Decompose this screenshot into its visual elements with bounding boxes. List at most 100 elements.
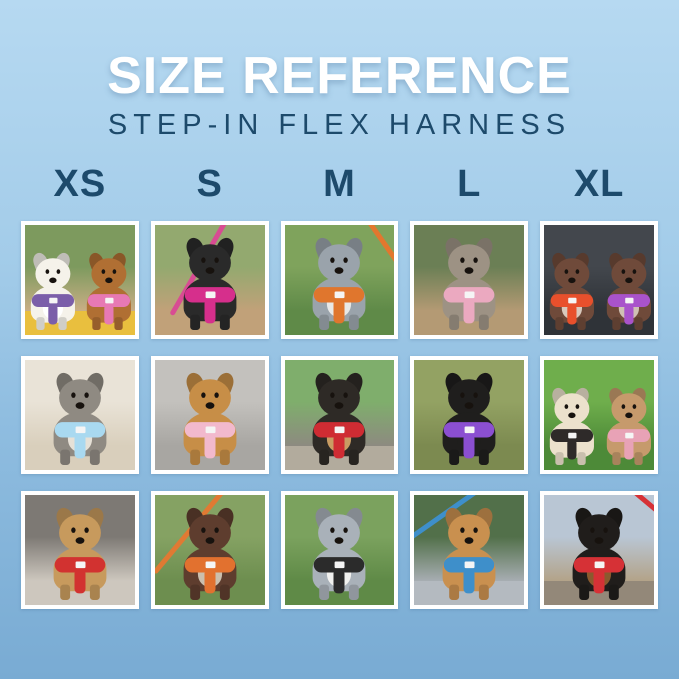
dog-leg — [634, 451, 643, 465]
photo-grid — [21, 220, 658, 609]
dog-nose — [464, 536, 474, 544]
dog-head — [318, 378, 361, 417]
dog-leg — [349, 584, 360, 600]
dog-photo — [414, 224, 525, 335]
harness-strap — [333, 433, 345, 459]
dog-nose — [594, 536, 604, 544]
dog-figure — [179, 235, 241, 330]
dog-head — [611, 257, 646, 290]
dog-group — [25, 370, 135, 465]
dog-group — [414, 370, 524, 465]
dog-leg — [319, 449, 330, 465]
harness-strap — [567, 438, 577, 460]
dog-figure — [603, 385, 652, 465]
dog-eye — [214, 392, 219, 398]
photo-cell-xl-9 — [540, 355, 658, 474]
dog-eye — [460, 392, 465, 398]
harness-brand-tag — [464, 426, 475, 433]
dog-photo — [154, 494, 265, 605]
photo-cell-xs-5 — [21, 355, 139, 474]
dog-head — [554, 257, 590, 290]
dog-photo — [154, 224, 265, 335]
harness-strap — [567, 303, 577, 325]
dog-leg — [89, 449, 100, 465]
size-header-row: XS S M L XL — [21, 163, 658, 206]
dog-head — [188, 243, 231, 282]
harness-strap — [333, 568, 345, 594]
dog-group — [544, 505, 654, 600]
dog-eye — [71, 527, 76, 533]
dog-eye — [632, 268, 636, 274]
dog-group — [25, 246, 135, 330]
harness-strap — [463, 298, 475, 324]
dog-leg — [449, 449, 460, 465]
harness-brand-tag — [624, 432, 634, 439]
dog-leg — [219, 584, 230, 600]
photo-cell-xl-14 — [540, 490, 658, 609]
dog-leg — [349, 449, 360, 465]
dog-photo — [284, 359, 395, 470]
harness-strap — [593, 568, 605, 594]
dog-photo — [414, 359, 525, 470]
dog-photo — [544, 494, 654, 605]
dog-figure — [309, 235, 371, 330]
dog-nose — [335, 401, 344, 409]
dog-group — [285, 370, 395, 465]
dog-eye — [343, 392, 349, 398]
dog-eye — [575, 403, 580, 409]
dog-eye — [460, 527, 465, 533]
photo-cell-m-7 — [280, 355, 399, 474]
dog-leg — [577, 451, 587, 465]
dog-head — [188, 513, 231, 552]
dog-figure — [179, 370, 241, 465]
photo-cell-s-1 — [150, 220, 269, 339]
harness-strap — [74, 433, 86, 459]
dog-leg — [115, 316, 124, 330]
harness-strap — [463, 568, 475, 594]
harness-brand-tag — [335, 426, 345, 433]
photo-cell-l-13 — [410, 490, 529, 609]
dog-nose — [205, 266, 215, 274]
dog-photo — [25, 224, 135, 335]
dog-nose — [205, 536, 215, 544]
dog-photo — [544, 224, 654, 335]
dog-leg — [319, 584, 330, 600]
dog-group — [25, 505, 135, 600]
photo-cell-xl-4 — [540, 220, 658, 339]
dog-photo — [25, 359, 135, 470]
dog-leg — [449, 584, 460, 600]
dog-group — [544, 381, 654, 465]
dog-head — [35, 257, 71, 290]
harness-brand-tag — [105, 297, 114, 304]
dog-nose — [568, 412, 576, 418]
dog-eye — [460, 257, 465, 263]
dog-eye — [56, 268, 61, 274]
dog-leg — [319, 314, 330, 330]
harness-brand-tag — [75, 561, 86, 568]
dog-figure — [84, 250, 133, 330]
dog-eye — [84, 392, 89, 398]
dog-head — [58, 378, 101, 417]
harness-strap — [204, 568, 216, 594]
harness-brand-tag — [464, 291, 475, 298]
harness-strap — [204, 298, 216, 324]
dog-group — [285, 505, 395, 600]
dog-figure — [49, 370, 111, 465]
dog-eye — [575, 268, 580, 274]
dog-figure — [546, 250, 595, 330]
dog-eye — [621, 403, 625, 409]
dog-nose — [205, 401, 215, 409]
dog-eye — [603, 527, 608, 533]
dog-leg — [479, 449, 490, 465]
dog-eye — [343, 257, 349, 263]
photo-cell-xs-10 — [21, 490, 139, 609]
dog-eye — [200, 392, 206, 398]
dog-figure — [309, 370, 371, 465]
dog-nose — [335, 266, 344, 274]
dog-figure — [179, 505, 241, 600]
dog-nose — [49, 277, 57, 283]
harness-brand-tag — [624, 297, 634, 304]
dog-figure — [438, 370, 500, 465]
harness-brand-tag — [335, 291, 345, 298]
